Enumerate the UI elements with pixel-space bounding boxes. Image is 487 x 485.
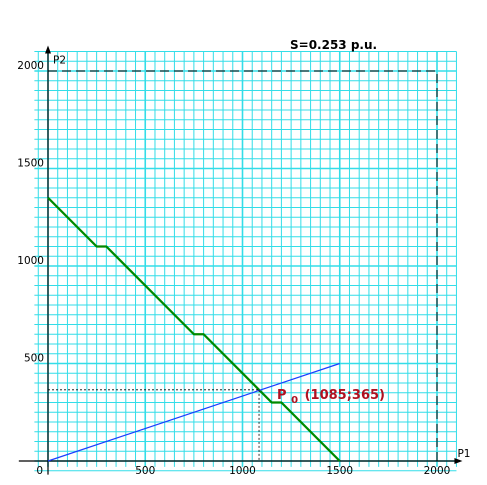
x-tick-label: 500 [135, 465, 155, 477]
x-axis-arrow [454, 458, 463, 464]
y-tick-label: 2000 [17, 60, 44, 72]
operating-point-label-sub: 0 [291, 395, 298, 406]
operating-point-group [48, 389, 260, 461]
operating-point-label: P 0 (1085;365) [277, 388, 385, 407]
y-tick-label: 1500 [17, 158, 44, 170]
series-group [47, 196, 341, 462]
limit-box-line [48, 70, 438, 461]
y-axis-label: P2 [53, 55, 66, 67]
axes [18, 45, 463, 475]
x-tick-label: 1000 [229, 465, 256, 477]
x-tick-label: 2000 [424, 465, 451, 477]
limit-box [48, 70, 438, 461]
y-tick-label: 500 [24, 353, 44, 365]
tick-labels: 500 1000 1500 2000 500 1000 1500 2000 0 [17, 60, 450, 477]
x-tick-label: 1500 [326, 465, 353, 477]
operating-point-label-coords: (1085;365) [305, 388, 385, 403]
grid [34, 51, 457, 472]
operating-point-label-main: P [277, 388, 287, 403]
series-line-blue [47, 362, 340, 462]
y-axis-arrow [45, 45, 51, 54]
power-annotation: S=0.253 p.u. [290, 38, 377, 52]
y-tick-label: 1000 [17, 255, 44, 267]
origin-tick-label: 0 [36, 465, 43, 477]
series-line-green [47, 196, 341, 462]
x-axis-label: P1 [457, 448, 470, 460]
